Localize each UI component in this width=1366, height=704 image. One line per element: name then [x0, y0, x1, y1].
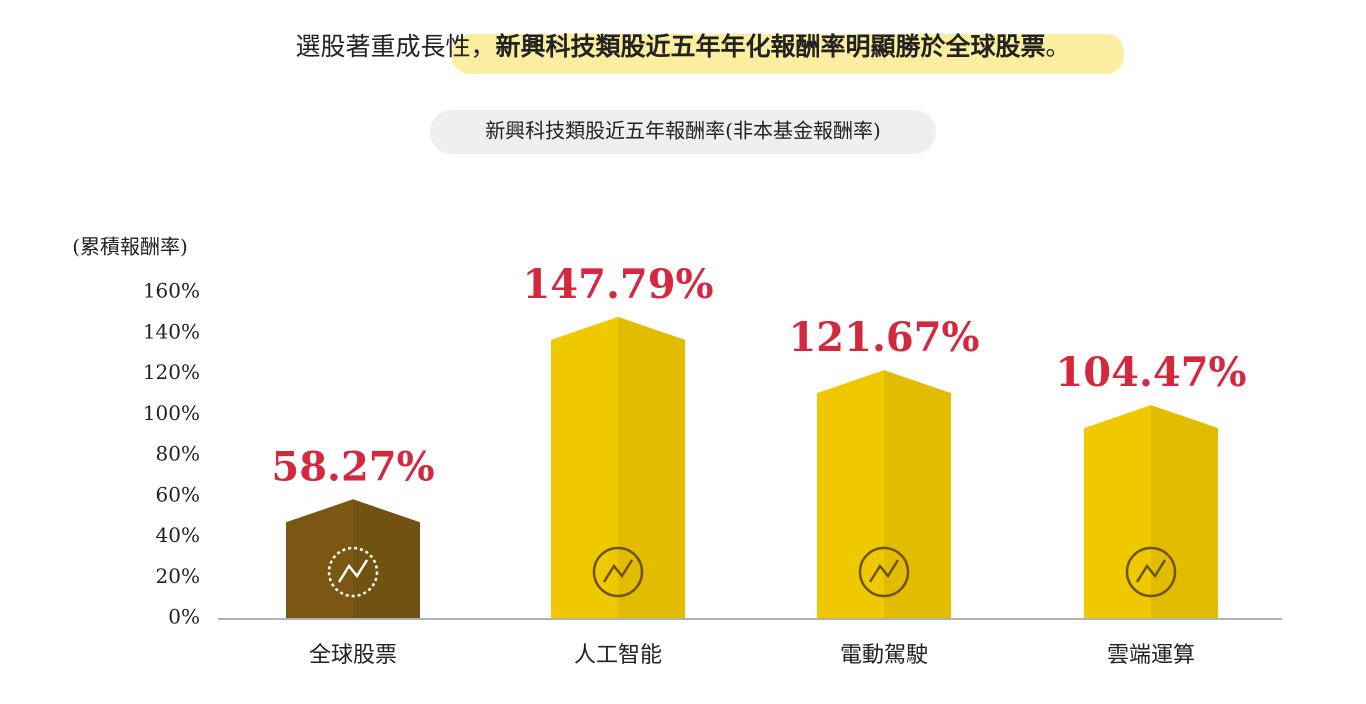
y-tick-label: 0%	[168, 605, 200, 629]
bar-shade	[1151, 405, 1218, 618]
bar-icon-mark	[337, 559, 369, 583]
value-label: 121.67%	[788, 314, 979, 361]
bar-body	[1084, 405, 1218, 618]
bar-icon-mark	[868, 559, 900, 583]
bar-body	[817, 370, 951, 618]
bar-icon	[592, 546, 644, 598]
bar-icon	[327, 546, 379, 598]
x-tick-label: 電動駕駛	[840, 643, 928, 668]
y-tick-label: 80%	[156, 442, 200, 466]
bar-shade	[618, 316, 685, 618]
title-end: 。	[1046, 32, 1071, 61]
value-label: 147.79%	[522, 261, 713, 308]
y-axis-label: (累積報酬率)	[72, 235, 188, 259]
bar-body	[286, 499, 420, 618]
bar-shade	[884, 370, 951, 618]
bar	[1084, 405, 1218, 618]
x-tick-label: 雲端運算	[1107, 643, 1195, 668]
y-tick-label: 160%	[143, 279, 200, 303]
y-tick-label: 100%	[143, 401, 200, 425]
value-label: 104.47%	[1055, 349, 1246, 396]
x-tick-label: 人工智能	[574, 643, 662, 668]
bar	[551, 316, 685, 618]
bar-icon	[1125, 546, 1177, 598]
bar	[286, 499, 420, 618]
y-tick-label: 120%	[143, 360, 200, 384]
y-tick-label: 40%	[156, 523, 200, 547]
y-tick-label: 20%	[156, 564, 200, 588]
subtitle-pill	[430, 110, 936, 154]
y-tick-label: 60%	[156, 482, 200, 506]
subtitle: 新興科技類股近五年報酬率(非本基金報酬率)	[485, 119, 881, 143]
bar-icon-mark	[602, 559, 634, 583]
bar-icon	[858, 546, 910, 598]
title-highlight-text: 新興科技類股近五年年化報酬率明顯勝於全球股票	[495, 32, 1045, 61]
y-tick-label: 140%	[143, 319, 200, 343]
value-label: 58.27%	[271, 443, 434, 490]
chart-title: 選股著重成長性，新興科技類股近五年年化報酬率明顯勝於全球股票。	[295, 32, 1070, 61]
bar-shade	[353, 499, 420, 618]
bar-icon-mark	[1135, 559, 1167, 583]
x-tick-label: 全球股票	[309, 643, 397, 668]
title-lead: 選股著重成長性，	[295, 32, 495, 61]
title-highlight	[452, 34, 1124, 74]
bar	[817, 370, 951, 618]
bar-body	[551, 316, 685, 618]
